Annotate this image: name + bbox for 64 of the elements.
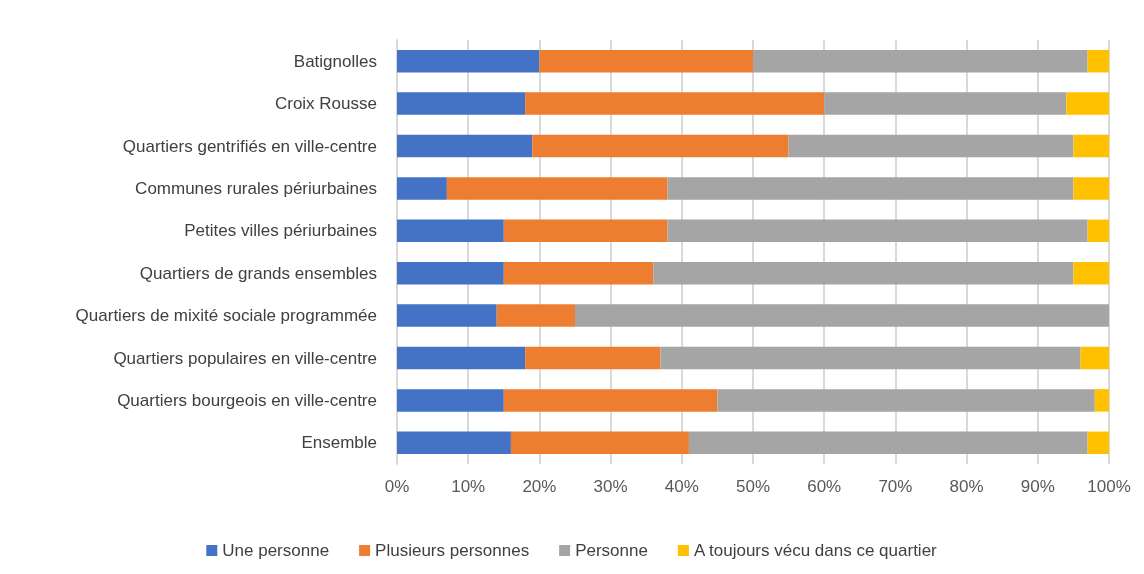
bar <box>397 431 511 455</box>
x-tick-label: 30% <box>593 477 628 496</box>
bar <box>397 219 504 243</box>
legend-label: Une personne <box>222 541 330 560</box>
bar <box>397 134 533 158</box>
x-tick-label: 60% <box>807 477 842 496</box>
bar <box>660 346 1081 370</box>
bar <box>397 177 447 200</box>
bar <box>397 92 526 115</box>
bar <box>1073 177 1109 200</box>
bar <box>667 177 1074 200</box>
bar <box>688 431 1088 455</box>
bar <box>503 261 654 285</box>
x-tick-label: 10% <box>451 477 486 496</box>
x-tick-label: 70% <box>878 477 913 496</box>
x-tick-label: 80% <box>949 477 984 496</box>
bar <box>1094 389 1109 412</box>
bar <box>397 346 526 370</box>
bar <box>397 304 497 327</box>
bar <box>397 389 504 412</box>
y-tick-label: Croix Rousse <box>274 94 377 114</box>
y-tick-label: Quartiers populaires en ville-centre <box>113 348 377 368</box>
bar <box>575 304 1109 327</box>
bar <box>397 261 504 285</box>
bar <box>1073 134 1109 158</box>
bar <box>1087 49 1109 73</box>
bar <box>525 92 825 115</box>
bar <box>503 219 668 243</box>
bar <box>1087 219 1109 243</box>
bar <box>1073 261 1109 285</box>
y-tick-label: Petites villes périurbaines <box>184 221 377 241</box>
y-tick-label: Communes rurales périurbaines <box>135 178 377 198</box>
x-tick-label: 20% <box>522 477 557 496</box>
bar <box>496 304 575 327</box>
y-tick-label: Ensemble <box>301 433 377 453</box>
bar <box>717 389 1095 412</box>
x-tick-label: 90% <box>1020 477 1055 496</box>
bar <box>1080 346 1109 370</box>
y-tick-label: Quartiers bourgeois en ville-centre <box>117 390 377 410</box>
bar <box>532 134 789 158</box>
x-tick-label: 100% <box>1087 477 1131 496</box>
bar <box>1066 92 1109 115</box>
x-tick-label: 0% <box>384 477 410 496</box>
bar <box>788 134 1074 158</box>
bar <box>503 389 718 412</box>
y-tick-label: Quartiers gentrifiés en ville-centre <box>122 136 377 156</box>
bar <box>525 346 661 370</box>
x-tick-label: 50% <box>735 477 771 496</box>
y-tick-label: Quartiers de grands ensembles <box>139 263 377 283</box>
legend-label: A toujours vécu dans ce quartier <box>693 541 938 560</box>
legend-label: Personne <box>575 541 648 560</box>
bar <box>653 261 1074 285</box>
bar <box>397 49 540 73</box>
bar <box>753 49 1088 73</box>
legend-label: Plusieurs personnes <box>375 541 530 560</box>
y-tick-label: Batignolles <box>293 51 377 71</box>
y-tick-label: Quartiers de mixité sociale programmée <box>75 306 377 326</box>
bar <box>446 177 668 200</box>
bar <box>539 49 753 73</box>
bar <box>824 92 1067 115</box>
x-tick-label: 40% <box>664 477 699 496</box>
bar <box>510 431 689 455</box>
bar <box>1087 431 1109 455</box>
bar <box>667 219 1088 243</box>
